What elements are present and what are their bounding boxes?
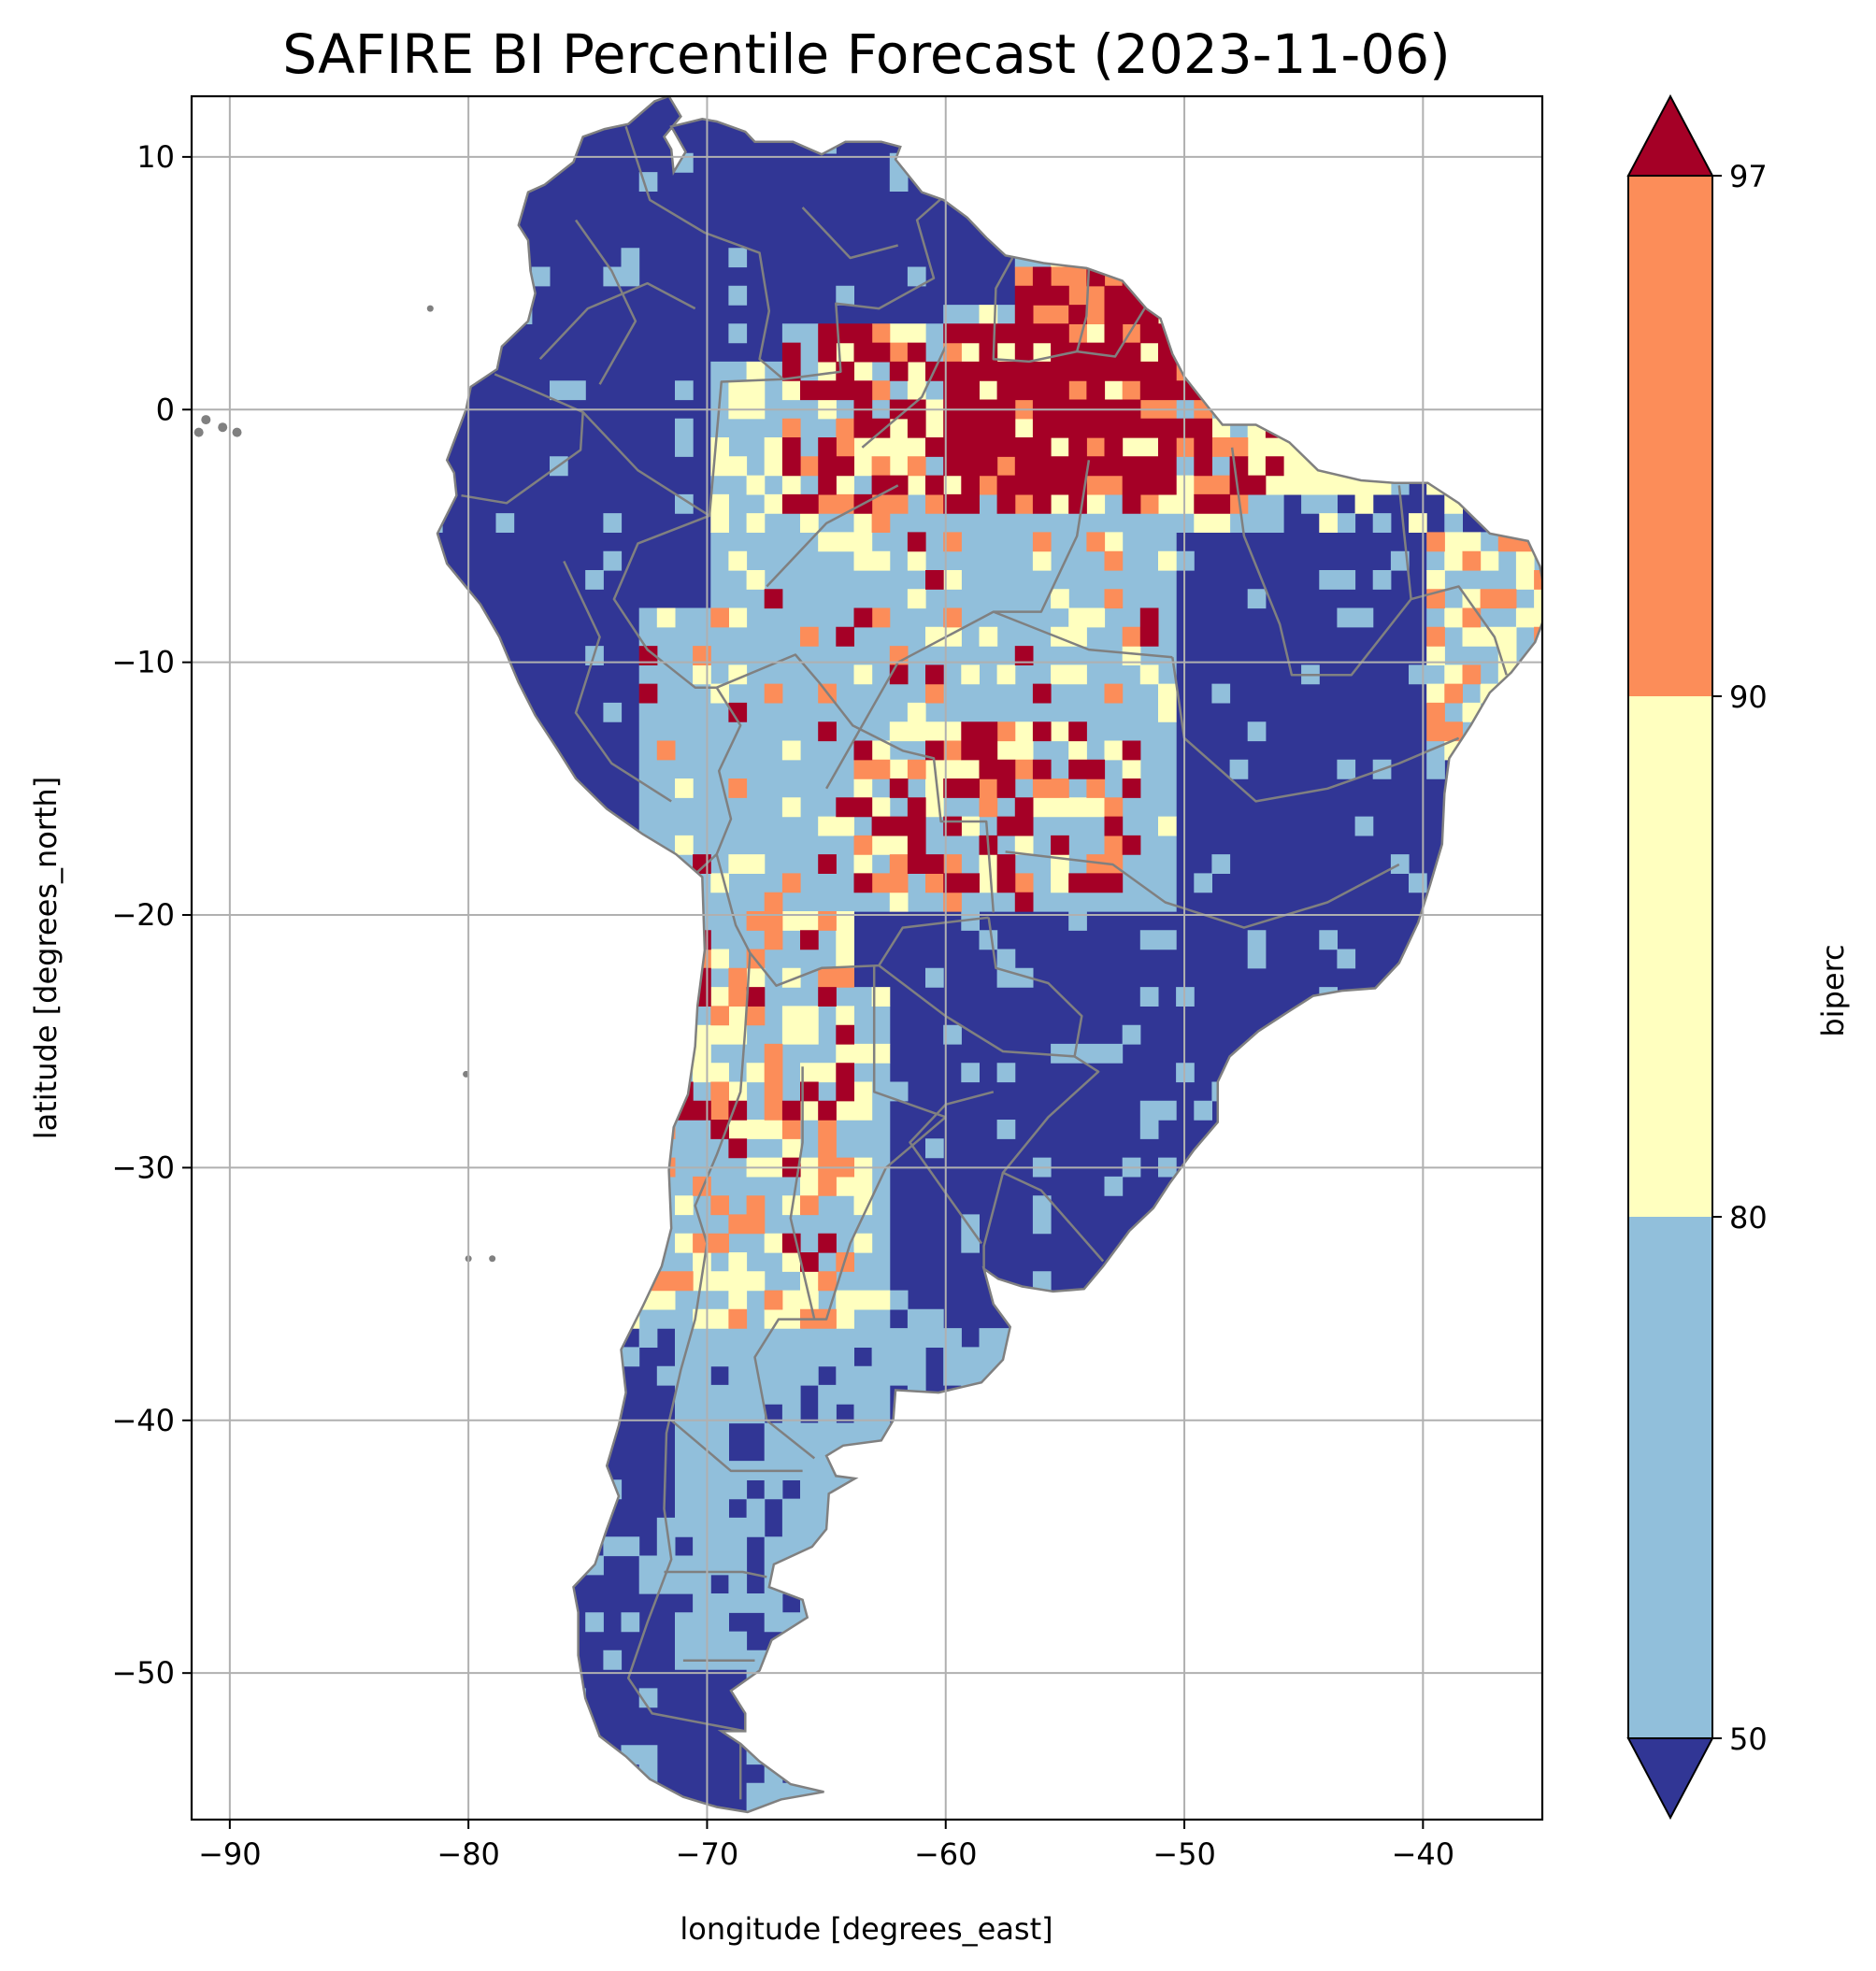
island-marker — [426, 305, 434, 312]
island-marker — [201, 415, 211, 425]
colorbar-label: biperc — [1815, 944, 1851, 1036]
colorbar-tick-label: 97 — [1729, 159, 1768, 194]
chart-title: SAFIRE BI Percentile Forecast (2023-11-0… — [282, 22, 1451, 86]
y-axis-label: latitude [degrees_north] — [28, 777, 64, 1140]
country-borders — [461, 126, 1508, 1800]
y-tick-label: −50 — [111, 1655, 175, 1691]
island-marker — [218, 422, 228, 433]
colorbar-bin-90-97 — [1628, 176, 1712, 696]
colorbar-frame — [1627, 175, 1713, 1739]
raster-class-4 — [437, 266, 1392, 1329]
colorbar-tick-label: 50 — [1729, 1721, 1768, 1757]
x-tick-label: −40 — [1392, 1836, 1455, 1872]
coastline — [436, 96, 1542, 1814]
y-tick-label: 0 — [156, 392, 175, 427]
colorbar-tick-label: 90 — [1729, 679, 1768, 715]
y-tick-label: −30 — [111, 1150, 175, 1185]
colorbar-tick-label: 80 — [1729, 1200, 1768, 1235]
x-axis-ticks: −90 −80 −70 −60 −50 −40 — [198, 1820, 1454, 1872]
colorbar: 50 80 90 97 — [1626, 93, 1768, 1821]
island-marker — [193, 427, 204, 437]
colorbar-extend-high — [1626, 93, 1714, 177]
x-tick-label: −70 — [676, 1836, 739, 1872]
raster-class-2 — [437, 96, 1542, 1329]
island-marker — [489, 1255, 496, 1263]
y-tick-label: −40 — [111, 1403, 175, 1438]
colorbar-extend-low — [1626, 1737, 1714, 1821]
y-tick-label: −10 — [111, 645, 175, 680]
y-tick-label: 10 — [136, 139, 175, 175]
island-marker — [232, 427, 242, 437]
map-frame — [190, 94, 1544, 1821]
colorbar-bin-50-80 — [1628, 1217, 1712, 1738]
y-axis-ticks: 10 0 −10 −20 −30 −40 −50 — [111, 139, 192, 1691]
colorbar-bin-80-90 — [1628, 696, 1712, 1217]
x-tick-label: −80 — [437, 1836, 500, 1872]
x-tick-label: −60 — [914, 1836, 978, 1872]
x-tick-label: −90 — [198, 1836, 262, 1872]
x-axis-label: longitude [degrees_east] — [680, 1911, 1053, 1947]
x-tick-label: −50 — [1153, 1836, 1216, 1872]
map-axes: −90 −80 −70 −60 −50 −40 10 0 −10 −20 −30 −40 −50 — [111, 94, 1544, 1872]
gridlines — [192, 96, 1542, 1820]
y-tick-label: −20 — [111, 897, 175, 933]
